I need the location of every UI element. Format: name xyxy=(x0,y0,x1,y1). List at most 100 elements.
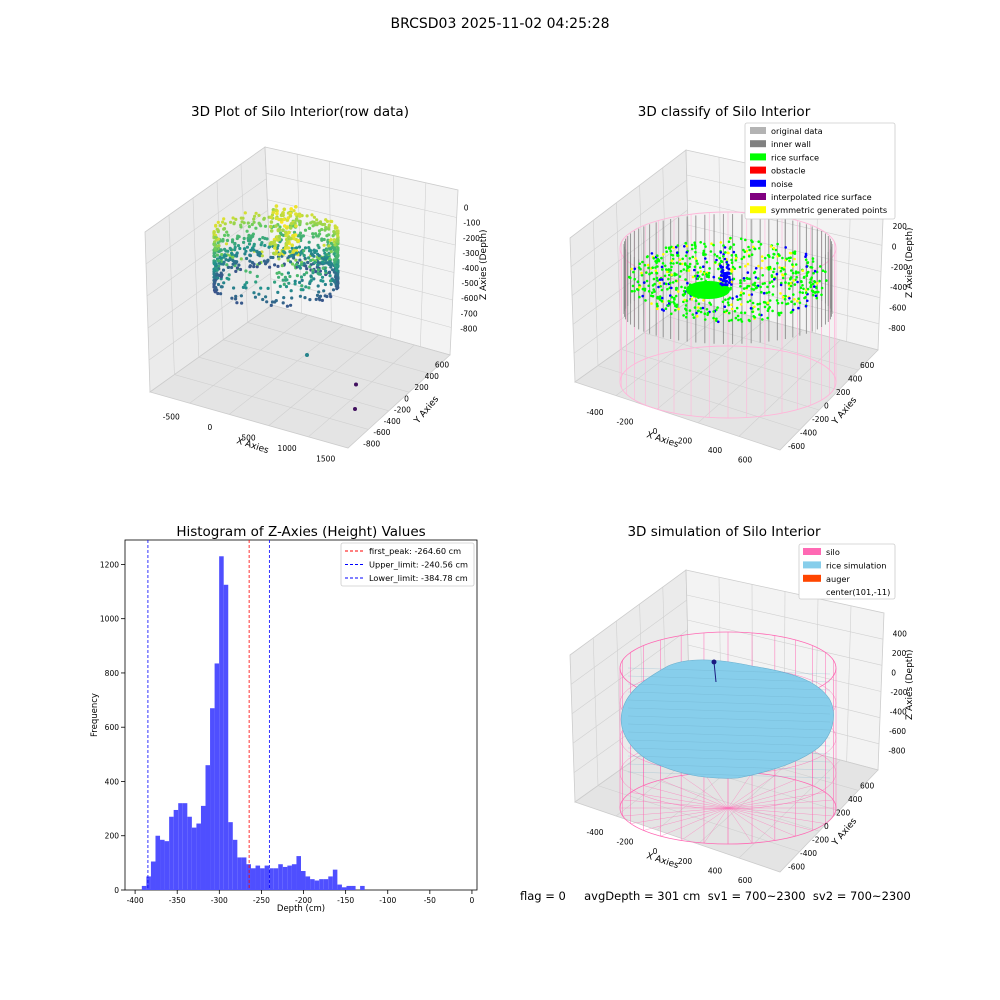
classified-point xyxy=(781,274,785,277)
histogram-bar xyxy=(346,885,352,890)
histogram-legend: first_peak: -264.60 cm Upper_limit: -240.… xyxy=(340,542,475,587)
raw-point xyxy=(281,301,285,305)
raw-point xyxy=(268,224,273,229)
rice-mesh-line xyxy=(627,755,831,763)
gridline xyxy=(571,209,688,296)
classified-point xyxy=(696,309,700,313)
classified-point xyxy=(693,265,697,269)
classified-point xyxy=(743,279,746,282)
classified-point xyxy=(699,241,702,244)
histogram-bars xyxy=(141,556,365,890)
raw-point xyxy=(212,282,216,286)
classified-point xyxy=(673,302,676,305)
z-tick-label: -600 xyxy=(461,294,478,303)
classified-point xyxy=(669,249,672,253)
classified-point xyxy=(727,319,731,323)
raw-point xyxy=(235,266,239,270)
silo-floor-spoke xyxy=(727,792,826,809)
gridline xyxy=(639,185,645,333)
classified-point xyxy=(638,262,641,266)
raw-point xyxy=(298,231,303,235)
classified-point xyxy=(806,299,809,303)
raw-point xyxy=(280,254,284,258)
raw-point xyxy=(321,222,325,227)
classified-point xyxy=(762,291,766,295)
raw-point xyxy=(237,263,241,267)
classified-point xyxy=(687,269,691,272)
raw-point xyxy=(252,262,256,266)
classify-3d-panel: 3D classify of Silo Interior -400 -200 0 20… xyxy=(569,104,915,464)
classified-point xyxy=(674,308,677,312)
raw-point xyxy=(222,281,226,285)
raw-point xyxy=(231,259,235,263)
raw-point xyxy=(292,230,297,234)
raw-point xyxy=(289,222,294,226)
classified-point xyxy=(672,246,675,249)
classified-point xyxy=(778,254,781,257)
raw-point xyxy=(324,253,328,257)
classified-point xyxy=(728,296,732,300)
raw-point xyxy=(297,264,301,268)
simulation-legend: silo rice simulation auger center(101,-11) xyxy=(798,543,896,600)
rice-mesh-line xyxy=(627,667,831,675)
classified-point xyxy=(648,272,651,276)
rice-mound xyxy=(686,281,730,299)
classified-point xyxy=(757,307,760,311)
classified-point xyxy=(646,263,650,267)
z-tick-label: 0 xyxy=(892,243,897,252)
classified-point xyxy=(706,311,710,315)
classified-point xyxy=(739,303,743,306)
raw-point xyxy=(315,218,319,222)
z-tick-label: -600 xyxy=(889,304,906,313)
classified-point xyxy=(697,302,701,306)
classified-point xyxy=(667,273,671,277)
classified-point xyxy=(645,271,648,274)
classified-point xyxy=(678,275,682,278)
classified-point xyxy=(678,258,682,262)
classified-point xyxy=(749,307,753,310)
classified-point xyxy=(688,265,691,269)
raw-point xyxy=(225,230,229,234)
classified-point xyxy=(695,259,698,263)
rice-mesh-line xyxy=(627,747,831,755)
raw-point xyxy=(223,222,227,226)
classified-point xyxy=(670,265,673,269)
raw-point xyxy=(261,297,265,302)
classified-point xyxy=(787,256,791,260)
x-tick-label: 200 xyxy=(678,436,693,445)
classified-point xyxy=(684,304,688,307)
y-tick-label: 400 xyxy=(425,372,440,381)
histogram-bar xyxy=(291,864,297,890)
raw-point xyxy=(244,269,248,273)
classified-point xyxy=(704,253,707,256)
classified-point xyxy=(790,300,793,304)
raw-point xyxy=(329,282,333,286)
classified-point xyxy=(813,280,816,283)
classified-point xyxy=(730,258,733,262)
noise-point xyxy=(721,279,725,283)
classified-point xyxy=(629,276,632,280)
gridline xyxy=(738,339,841,437)
classified-point xyxy=(779,269,783,273)
classified-point xyxy=(766,285,769,289)
raw-point xyxy=(216,282,221,287)
classified-point xyxy=(641,287,645,291)
silo-floor-spoke xyxy=(660,807,729,837)
classified-point xyxy=(753,284,757,287)
raw-point xyxy=(312,215,316,219)
raw-point xyxy=(284,230,288,235)
raw-point xyxy=(335,255,340,259)
raw-point xyxy=(290,296,294,300)
histogram-bar xyxy=(282,866,288,890)
raw-point xyxy=(226,233,230,237)
classified-point xyxy=(776,261,779,265)
classified-point xyxy=(813,285,816,288)
silo-floor-spoke xyxy=(703,772,729,809)
classified-point xyxy=(638,286,641,289)
classified-point xyxy=(787,284,791,287)
classified-point xyxy=(792,293,795,296)
classified-point xyxy=(780,301,784,305)
classify-legend: original data inner wall rice surface obsta… xyxy=(744,122,896,220)
raw-point xyxy=(298,214,302,218)
